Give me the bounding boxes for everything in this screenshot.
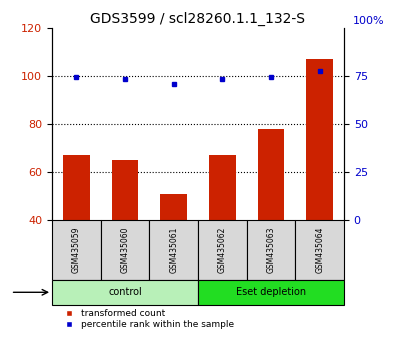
Bar [198,220,247,280]
Bar [52,280,198,305]
Text: GSM435064: GSM435064 [315,227,324,273]
Bar [149,220,198,280]
Text: GSM435062: GSM435062 [218,227,227,273]
Legend: transformed count, percentile rank within the sample: transformed count, percentile rank withi… [56,306,238,333]
Bar [52,220,101,280]
Text: Eset depletion: Eset depletion [236,287,306,297]
Bar [160,194,187,220]
Title: GDS3599 / scl28260.1.1_132-S: GDS3599 / scl28260.1.1_132-S [90,12,306,26]
Text: GSM435059: GSM435059 [72,227,81,273]
Text: GSM435060: GSM435060 [120,227,130,273]
Bar [209,155,236,220]
Bar [63,155,90,220]
Bar [112,160,138,220]
Text: control: control [108,287,142,297]
Bar [258,129,284,220]
Bar [247,220,295,280]
Bar [295,220,344,280]
Text: 100%: 100% [352,16,384,25]
Text: protocol: protocol [0,287,1,297]
Bar [198,280,344,305]
Text: GSM435063: GSM435063 [266,227,276,273]
Bar [101,220,149,280]
Bar [306,59,333,220]
Text: GSM435061: GSM435061 [169,227,178,273]
